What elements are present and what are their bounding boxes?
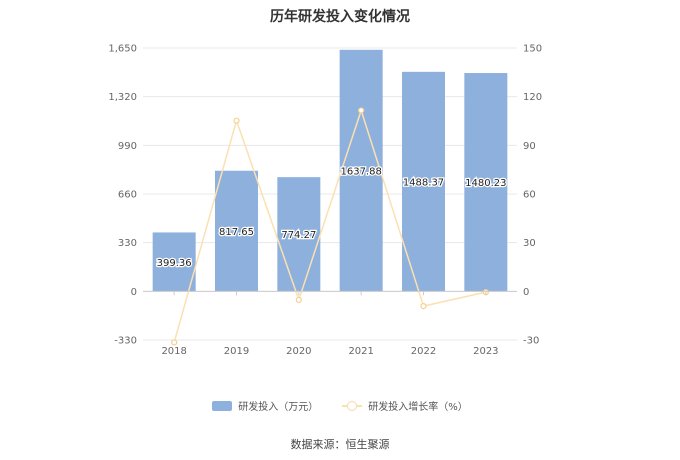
bar bbox=[464, 73, 508, 292]
bar-value-label: 1480.23 bbox=[465, 178, 506, 189]
bar bbox=[277, 177, 321, 292]
y-left-tick-label: 1,320 bbox=[108, 92, 137, 103]
line-point bbox=[171, 339, 178, 346]
y-right-tick-label: 150 bbox=[523, 44, 542, 55]
line-point bbox=[295, 296, 302, 304]
y-left-tick-label: 1,650 bbox=[108, 44, 137, 55]
y-right-tick-label: 60 bbox=[523, 190, 536, 201]
legend: 研发投入（万元） 研发投入增长率（%） bbox=[0, 398, 680, 413]
legend-bar-swatch bbox=[212, 400, 233, 411]
line-point bbox=[233, 117, 240, 124]
y-left-tick-label: 0 bbox=[131, 287, 137, 298]
bar-value-label: 1637.88 bbox=[340, 167, 381, 178]
y-left-tick-label: -330 bbox=[114, 336, 137, 347]
bar-value-label: 774.27 bbox=[281, 230, 316, 241]
x-tick-label: 2020 bbox=[286, 346, 311, 357]
bar bbox=[152, 232, 196, 292]
x-tick-label: 2023 bbox=[473, 346, 498, 357]
y-left-tick-label: 330 bbox=[118, 238, 137, 249]
y-left-tick-label: 990 bbox=[118, 141, 137, 152]
x-tick-label: 2019 bbox=[224, 346, 249, 357]
y-right-tick-label: 30 bbox=[523, 238, 536, 249]
data-source: 数据来源：恒生聚源 bbox=[290, 438, 390, 451]
legend-label-rd-investment: 研发投入（万元） bbox=[238, 402, 319, 413]
bar-value-label: 399.36 bbox=[157, 258, 192, 269]
legend-line-swatch bbox=[342, 400, 363, 411]
bar bbox=[402, 71, 445, 292]
legend-label-growth-rate: 研发投入增长率（%） bbox=[368, 402, 468, 413]
y-left-tick-label: 660 bbox=[118, 190, 137, 201]
chart-title: 历年研发投入变化情况 bbox=[270, 9, 410, 25]
x-tick-label: 2022 bbox=[411, 346, 436, 357]
bar-value-label: 817.65 bbox=[219, 227, 254, 238]
y-right-tick-label: -30 bbox=[523, 336, 539, 347]
legend-item-rd-investment[interactable]: 研发投入（万元） bbox=[212, 398, 318, 413]
bar-value-label: 1488.37 bbox=[403, 178, 444, 189]
bar bbox=[339, 49, 383, 292]
line-point bbox=[358, 107, 365, 114]
x-tick-label: 2021 bbox=[348, 346, 373, 357]
bar bbox=[215, 170, 258, 292]
line-point bbox=[420, 302, 427, 310]
y-right-tick-label: 0 bbox=[523, 287, 529, 298]
y-right-tick-label: 120 bbox=[523, 92, 542, 103]
legend-item-growth-rate[interactable]: 研发投入增长率（%） bbox=[342, 398, 468, 413]
y-right-tick-label: 90 bbox=[523, 141, 536, 152]
growth-line bbox=[173, 108, 486, 343]
x-tick-label: 2018 bbox=[161, 346, 186, 357]
